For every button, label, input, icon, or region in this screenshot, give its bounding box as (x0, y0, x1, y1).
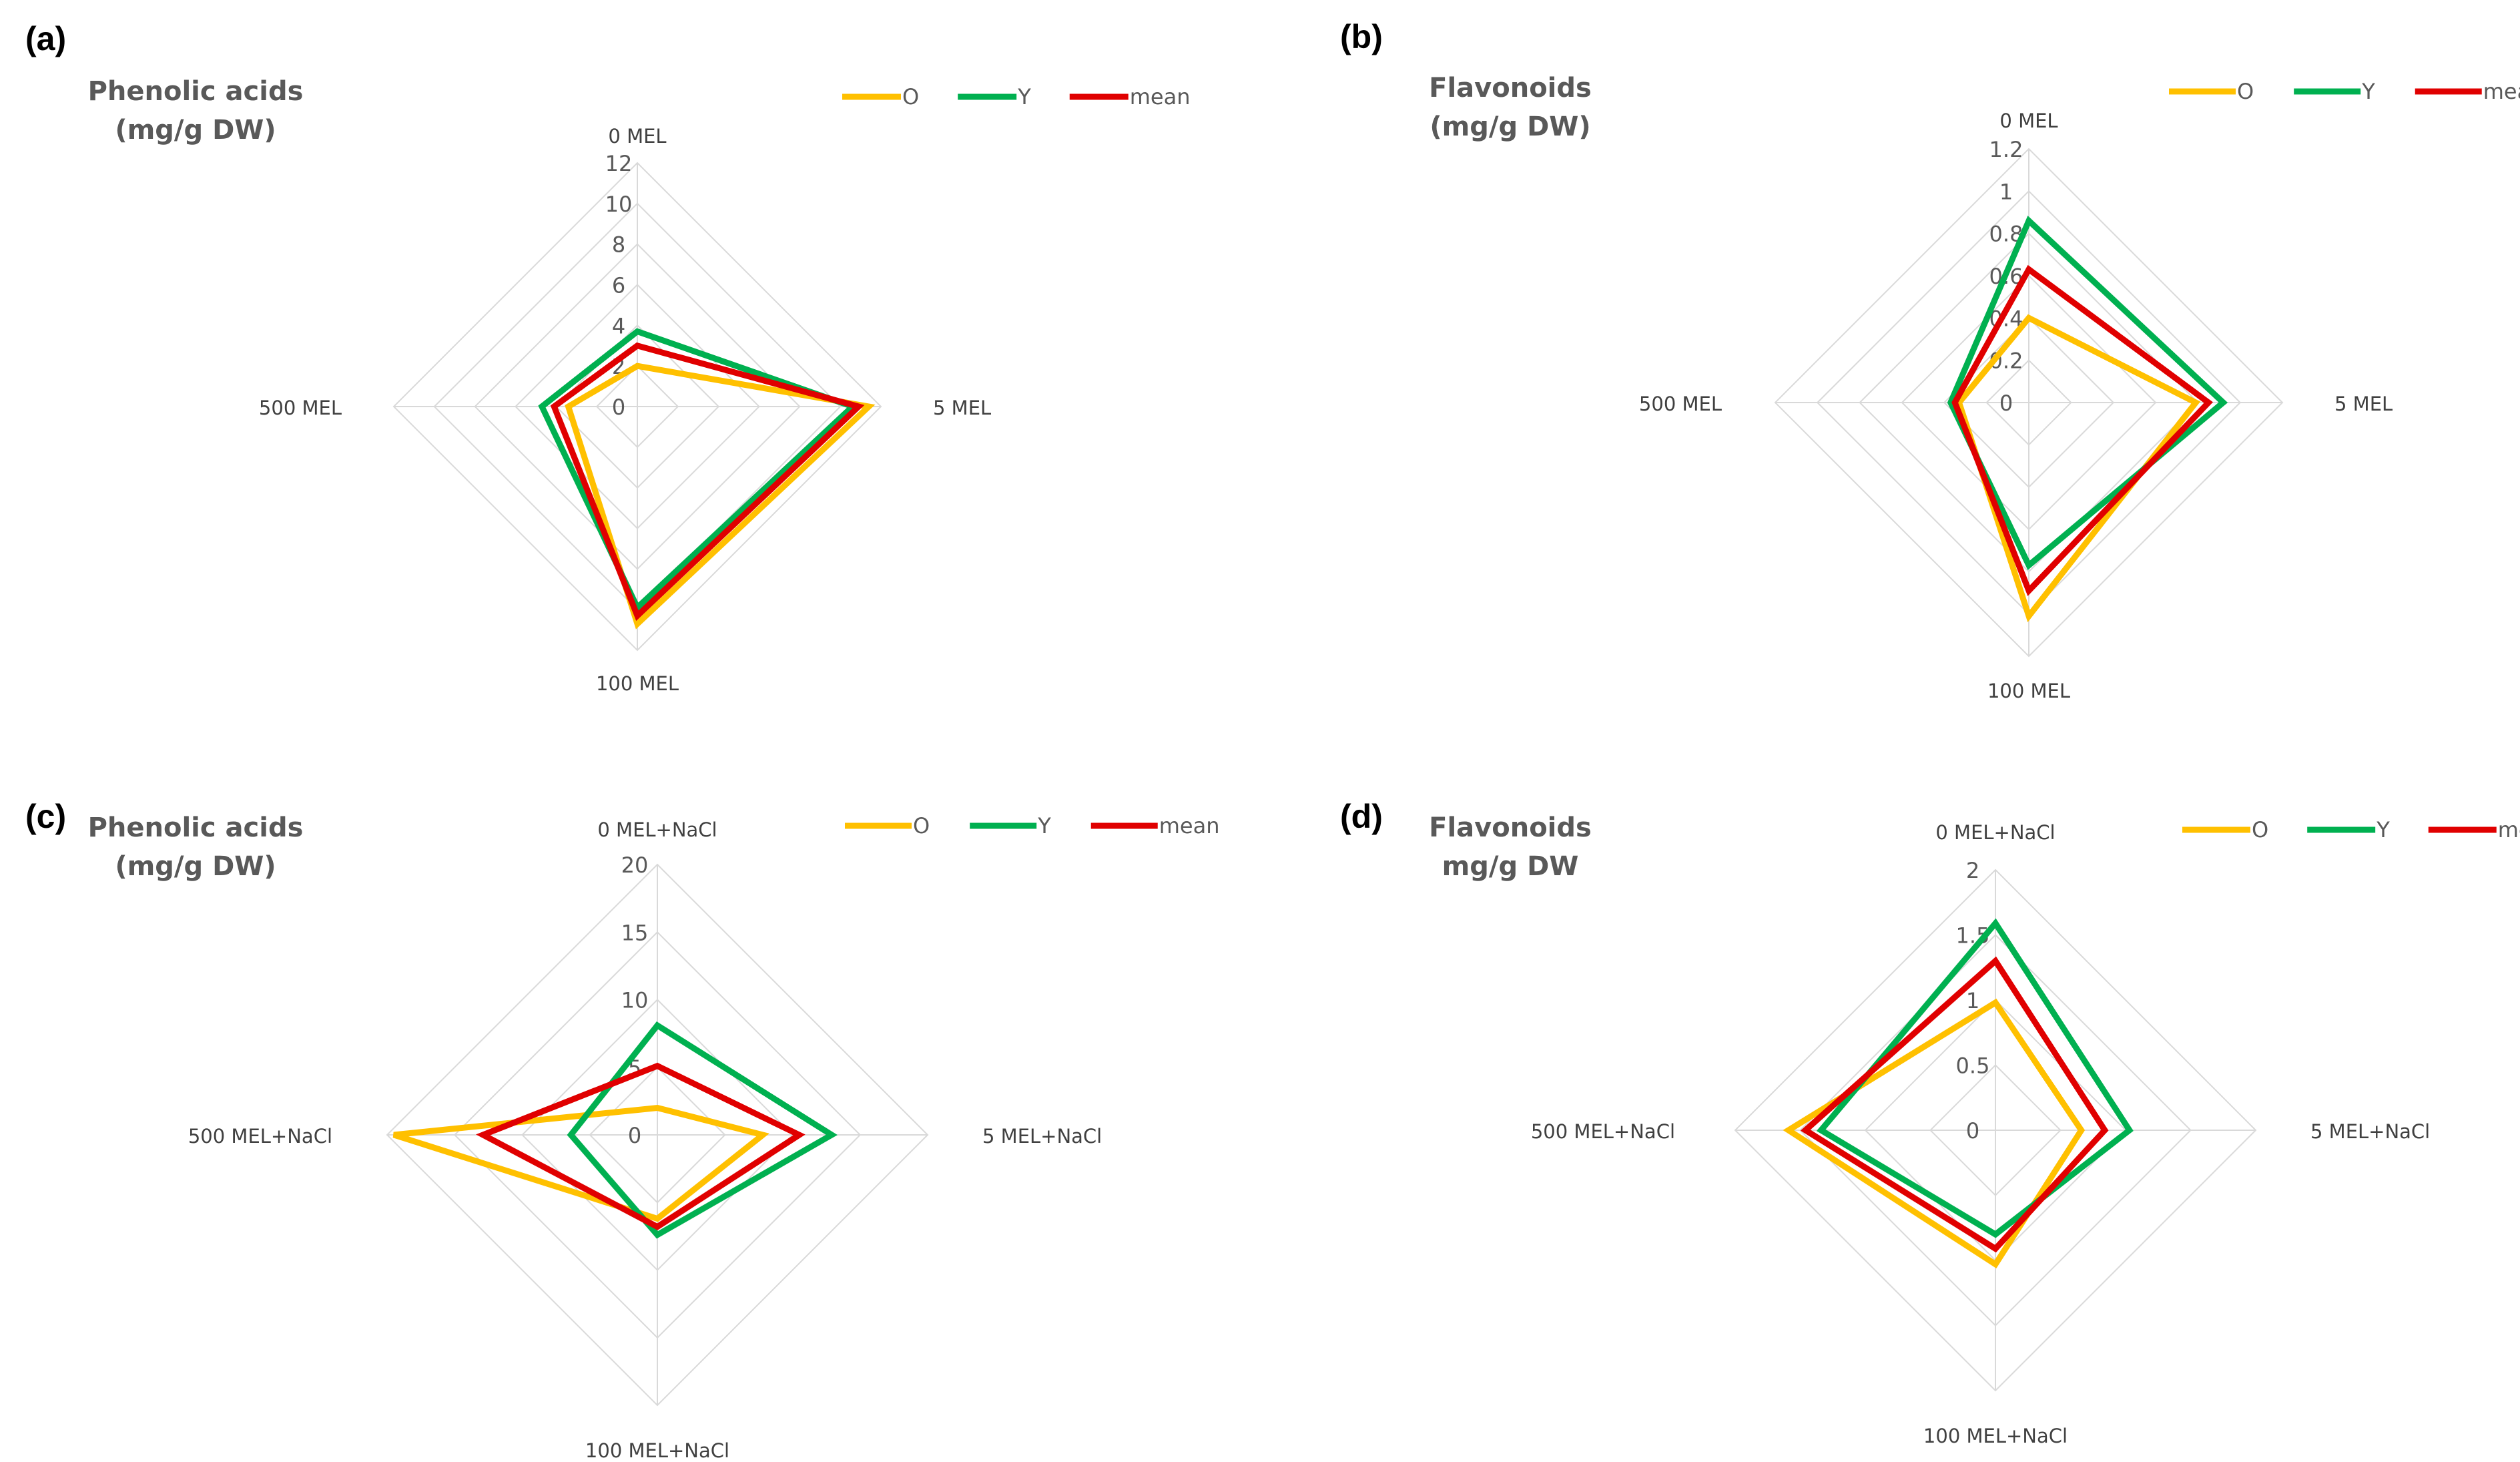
tick-label: 15 (621, 920, 649, 945)
radar-panel-b: (b)Flavonoids(mg/g DW)00.20.40.60.811.20… (1340, 18, 2520, 702)
legend-label-Y: Y (1017, 84, 1031, 109)
tick-label: 0 (628, 1123, 641, 1148)
axis-category-label: 500 MEL (1639, 393, 1722, 415)
tick-label: 4 (612, 313, 625, 338)
axis-category-label: 0 MEL (1999, 109, 2058, 132)
legend-label-O: O (913, 813, 930, 838)
tick-label: 2 (1966, 858, 1979, 883)
panel-title-line: mg/g DW (1442, 851, 1579, 882)
series-mean-polygon (476, 1062, 806, 1230)
legend-item-mean: mean (2428, 817, 2520, 842)
panel-title-line: Phenolic acids (88, 76, 304, 107)
tick-label: 12 (605, 151, 633, 176)
legend-item-mean: mean (2415, 79, 2520, 104)
series-Y-polygon (567, 1021, 838, 1239)
tick-label: 20 (621, 852, 649, 878)
axis-category-label: 500 MEL+NaCl (188, 1125, 332, 1148)
series-O-polygon (392, 1104, 769, 1222)
legend-label-Y: Y (2376, 817, 2390, 842)
series-Y-polygon (1947, 216, 2228, 570)
series-Y-polygon (538, 328, 858, 613)
axis-category-label: 5 MEL+NaCl (2310, 1120, 2430, 1143)
legend-label-O: O (2237, 79, 2254, 104)
series-mean-polygon (1800, 956, 2109, 1253)
tick-label: 6 (612, 273, 625, 298)
axis-category-label: 100 MEL (1987, 680, 2070, 702)
legend-label-mean: mean (1159, 813, 1220, 838)
axis-category-label: 5 MEL (2334, 393, 2393, 415)
legend-label-mean: mean (2498, 817, 2520, 842)
legend-label-mean: mean (1130, 84, 1191, 109)
series-mean-polygon (1951, 264, 2213, 597)
axis-category-label: 500 MEL+NaCl (1531, 1120, 1675, 1143)
tick-label: 0.5 (1956, 1053, 1990, 1079)
tick-label: 0 (1966, 1118, 1979, 1144)
axis-category-label: 100 MEL+NaCl (1923, 1425, 2068, 1447)
panel-title-line: Phenolic acids (88, 812, 304, 843)
axis-category-label: 0 MEL+NaCl (597, 818, 717, 841)
legend-item-Y: Y (970, 813, 1051, 838)
panel-label-a: (a) (25, 20, 66, 57)
series-mean-polygon (550, 342, 865, 622)
tick-label: 0 (612, 395, 625, 420)
panel-label-c: (c) (25, 798, 66, 835)
tick-label: 8 (612, 232, 625, 258)
legend-item-O: O (845, 813, 930, 838)
panel-title-line: (mg/g DW) (1430, 111, 1590, 142)
panel-title-line: (mg/g DW) (115, 851, 276, 882)
axis-category-label: 100 MEL+NaCl (585, 1439, 729, 1462)
legend-label-mean: mean (2483, 79, 2520, 104)
axis-category-label: 0 MEL+NaCl (1935, 821, 2055, 844)
legend-item-O: O (2169, 79, 2254, 104)
axis-category-label: 0 MEL (608, 125, 666, 148)
panel-title-line: Flavonoids (1429, 73, 1592, 103)
tick-label: 0 (1999, 391, 2013, 416)
panel-title-line: (mg/g DW) (115, 115, 276, 146)
series-O-polygon (565, 362, 876, 630)
panel-label-b: (b) (1340, 18, 1383, 55)
series-O-polygon (1955, 314, 2201, 623)
legend-item-mean: mean (1090, 813, 1220, 838)
legend-item-mean: mean (1069, 84, 1191, 109)
tick-label: 1.2 (1989, 137, 2023, 162)
panel-label-d: (d) (1340, 798, 1383, 835)
tick-label: 10 (605, 192, 633, 217)
tick-label: 1 (1999, 179, 2013, 204)
axis-category-label: 5 MEL (933, 397, 991, 419)
legend-item-Y: Y (2307, 817, 2390, 842)
legend-item-Y: Y (958, 84, 1031, 109)
axis-category-label: 100 MEL (596, 672, 679, 695)
legend-item-O: O (2182, 817, 2268, 842)
legend-item-Y: Y (2294, 79, 2375, 104)
legend-label-Y: Y (2361, 79, 2375, 104)
tick-label: 10 (621, 988, 649, 1013)
legend-label-O: O (2252, 817, 2268, 842)
legend-label-O: O (902, 84, 919, 109)
legend-label-Y: Y (1037, 813, 1051, 838)
axis-category-label: 500 MEL (259, 397, 342, 419)
axis-category-label: 5 MEL+NaCl (982, 1125, 1102, 1148)
tick-label: 1 (1966, 988, 1979, 1013)
panel-title-line: Flavonoids (1429, 812, 1592, 843)
legend-item-O: O (842, 84, 919, 109)
